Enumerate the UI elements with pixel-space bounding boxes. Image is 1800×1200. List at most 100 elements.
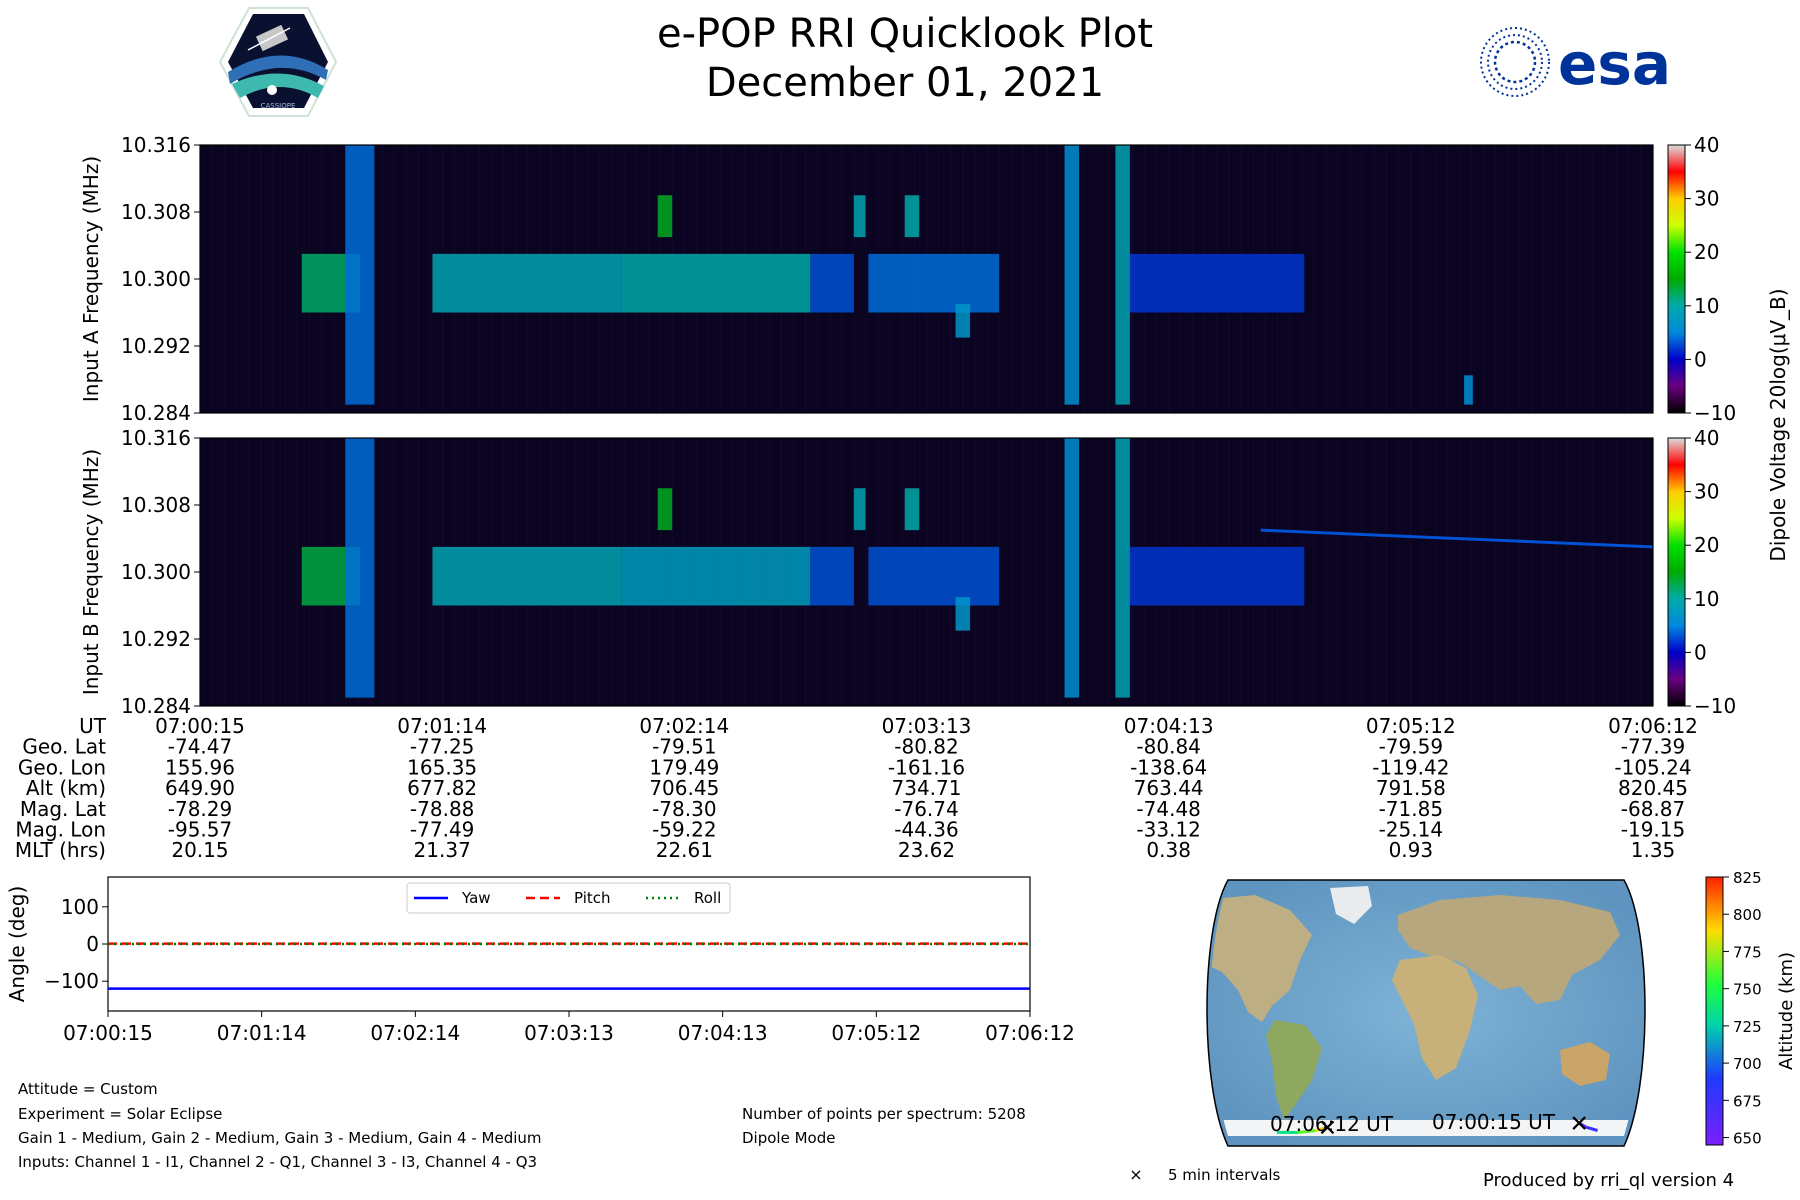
spectrogram-striation [1506, 145, 1508, 413]
spectrogram-striation [1579, 438, 1581, 706]
ground-track-marker [1320, 1120, 1335, 1135]
ephemeris-cell: 179.49 [649, 755, 719, 779]
spectrogram-band [1115, 145, 1130, 405]
ephemeris-cell: 07:02:14 [639, 714, 729, 738]
spectrogram-band [432, 546, 622, 606]
ephemeris-cell: 07:00:15 [155, 714, 245, 738]
map-legend-marker: × [1129, 1165, 1142, 1184]
spectrogram-striation [1627, 145, 1629, 413]
ephemeris-cell: 0.38 [1146, 838, 1191, 862]
legend-yaw-label: Yaw [461, 889, 491, 907]
greenland [1330, 886, 1372, 924]
attitude-y-axis: 100 0 −100 [44, 895, 108, 993]
info-produced-by: Produced by rri_ql version 4 [1483, 1170, 1735, 1191]
north-america [1210, 895, 1312, 1022]
ephemeris-cell: 22.61 [656, 838, 713, 862]
spectrogram-striation [1627, 438, 1629, 706]
spectrogram-striation [405, 145, 407, 413]
spectrogram-striation [1543, 438, 1545, 706]
spectrogram-striation [1458, 145, 1460, 413]
ephemeris-cell: 165.35 [407, 755, 477, 779]
colorbar-tick-label: 40 [1694, 426, 1719, 450]
colorbar-b-gradient [1667, 437, 1686, 707]
spectrogram-striation [1313, 438, 1315, 706]
spectrogram-band [1129, 546, 1305, 606]
ephemeris-cell: 791.58 [1376, 776, 1446, 800]
spectrogram-band [810, 253, 854, 313]
ephemeris-cell: -119.42 [1372, 755, 1449, 779]
y-tick-label: 10.284 [121, 401, 191, 425]
altitude-tick-label: 725 [1733, 1018, 1762, 1036]
colorbar-tick-label: 10 [1694, 587, 1719, 611]
spectrogram-striation [212, 145, 214, 413]
colorbar-a-gradient [1667, 144, 1686, 414]
ephemeris-cell: -76.74 [894, 797, 958, 821]
spectrogram-a-ylabel: Input A Frequency (MHz) [79, 156, 103, 402]
info-experiment: Experiment = Solar Eclipse [18, 1105, 223, 1123]
colorbar-a-ticks: 40 30 20 10 0 −10 [1685, 133, 1736, 425]
spectrogram-striation [417, 438, 419, 706]
spectrogram-striation [1325, 145, 1327, 413]
spectrogram-striation [224, 438, 226, 706]
y-tick-label: 10.308 [121, 493, 191, 517]
spectrogram-striation [248, 438, 250, 706]
attitude-y-tick-label: 100 [61, 895, 99, 919]
y-tick-label: 10.284 [121, 694, 191, 718]
spectrogram-striation [1349, 438, 1351, 706]
ephemeris-row-label: Geo. Lon [18, 755, 106, 779]
ephemeris-cell: 23.62 [898, 838, 955, 862]
spectrogram-band [1129, 253, 1305, 313]
spectrogram-striation [1603, 145, 1605, 413]
ephemeris-cell: 763.44 [1134, 776, 1204, 800]
spectrogram-band [955, 597, 971, 631]
info-mode: Dipole Mode [742, 1129, 836, 1147]
spectrogram-striation [1337, 145, 1339, 413]
spectrogram-striation [1410, 438, 1412, 706]
colorbar-tick-label: 0 [1694, 347, 1707, 371]
ephemeris-cell: 20.15 [171, 838, 228, 862]
spectrogram-striation [1107, 438, 1109, 706]
spectrogram-striation [296, 438, 298, 706]
spectrogram-striation [1518, 438, 1521, 706]
attitude-x-axis: 07:00:15 07:01:14 07:02:14 07:03:13 07:04:13… [63, 1011, 1075, 1045]
spectrogram-striation [1313, 145, 1315, 413]
spectrogram-band [853, 195, 866, 238]
altitude-colorbar-gradient [1705, 876, 1724, 1146]
altitude-colorbar: 825 800 775 750 725 700 675 650 Altitude (km) [1705, 869, 1797, 1148]
attitude-series [108, 942, 1030, 990]
track-start-label: 07:00:15 UT [1432, 1110, 1556, 1134]
ephemeris-cell: 07:05:12 [1366, 714, 1456, 738]
map-border [1206, 879, 1646, 1147]
spectrogram-band [621, 253, 811, 313]
spectrogram-b-bands [200, 438, 1642, 706]
esa-logo: esa [1480, 27, 1671, 98]
spectrogram-striation [1107, 145, 1109, 413]
spectrogram-band [868, 546, 1000, 606]
ground-track-segment [1297, 1129, 1316, 1134]
spectrogram-striation [429, 438, 432, 706]
ephemeris-cell: -79.51 [652, 735, 716, 759]
spectrogram-band [955, 304, 971, 338]
spectrogram-striation [1385, 438, 1387, 706]
spectrogram-striation [429, 145, 432, 413]
spectrogram-striation [1010, 145, 1012, 413]
map-legend-text: 5 min intervals [1168, 1166, 1281, 1184]
spectrogram-striation [236, 438, 238, 706]
spectrogram-striation [853, 145, 855, 413]
spectrogram-striation [1470, 438, 1472, 706]
spectrogram-band [1115, 438, 1130, 698]
ephemeris-row-label: Alt (km) [26, 776, 106, 800]
spectrogram-striation [393, 145, 395, 413]
europe-asia [1398, 895, 1620, 1004]
spectrogram-striation [1494, 145, 1496, 413]
ephemeris-cell: -78.30 [652, 797, 716, 821]
spectrogram-striation [998, 145, 1000, 413]
spectrogram-striation [1482, 145, 1484, 413]
colorbar-a: 40 30 20 10 0 −10 [1667, 133, 1736, 425]
ephemeris-cell: -80.84 [1136, 735, 1200, 759]
ephemeris-cell: 07:01:14 [397, 714, 487, 738]
page-title: e-POP RRI Quicklook Plot [657, 11, 1153, 57]
colorbar-tick-label: 10 [1694, 294, 1719, 318]
spectrogram-striation [1434, 438, 1436, 706]
spectrogram-input-b: 10.316 10.308 10.300 10.292 10.284 Input B F… [79, 426, 1654, 718]
